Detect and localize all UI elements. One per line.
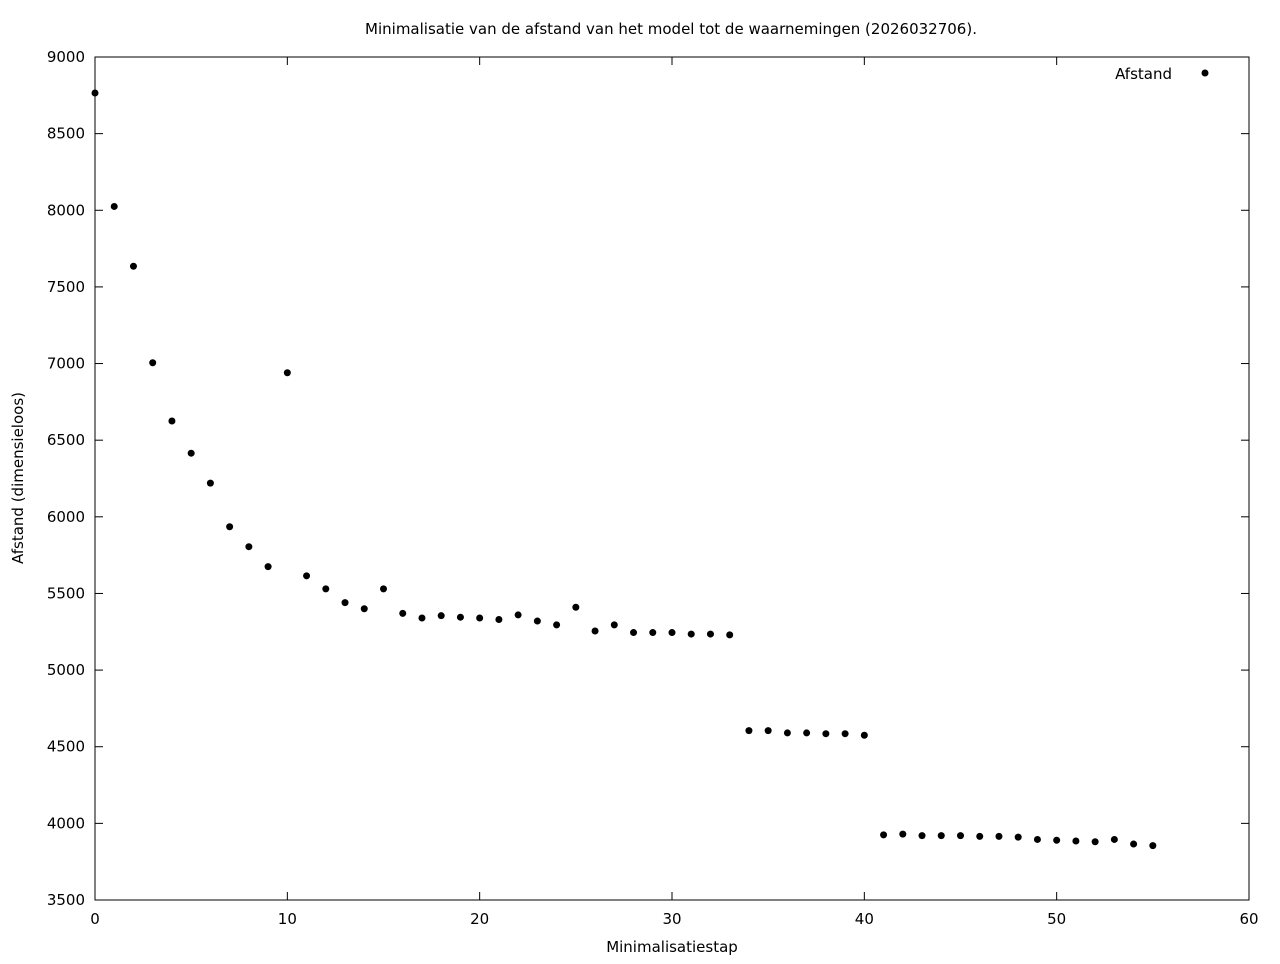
data-point (630, 629, 638, 637)
data-point (437, 612, 445, 620)
data-point (456, 613, 464, 621)
data-point (380, 585, 387, 593)
data-point (1091, 838, 1099, 846)
y-tick-label: 4000 (47, 814, 85, 832)
y-tick-label: 9000 (47, 48, 85, 66)
data-point (803, 729, 811, 737)
plot-area-frame (94, 56, 1250, 901)
data-point (937, 832, 945, 840)
data-point (322, 585, 330, 593)
data-point (822, 730, 830, 738)
x-axis: 0 10 20 30 40 50 60 (90, 57, 1259, 928)
y-tick-label: 3500 (47, 891, 85, 909)
y-tick-label: 5500 (47, 584, 85, 602)
data-point (341, 599, 349, 607)
y-tick-label: 8000 (47, 201, 85, 219)
data-point (1130, 840, 1138, 848)
data-point (149, 359, 157, 367)
data-point (1149, 842, 1157, 850)
data-point (976, 832, 984, 840)
data-point (668, 629, 676, 637)
data-point (899, 830, 907, 838)
legend: Afstand (1115, 65, 1209, 83)
data-point (226, 523, 234, 531)
data-point (533, 617, 541, 625)
legend-label-afstand: Afstand (1115, 65, 1172, 83)
x-tick-label: 0 (90, 910, 100, 928)
data-point (995, 832, 1003, 840)
data-point (1072, 837, 1080, 845)
data-point (1033, 835, 1041, 843)
data-point (783, 729, 791, 737)
data-point (129, 262, 137, 270)
data-point (706, 630, 714, 638)
data-point (476, 614, 484, 622)
data-point (283, 369, 291, 377)
data-point (572, 603, 580, 611)
data-point (591, 627, 599, 635)
x-tick-label: 40 (855, 910, 874, 928)
data-point (110, 202, 118, 210)
data-point (726, 631, 734, 639)
y-tick-label: 7000 (47, 355, 85, 373)
x-tick-label: 60 (1239, 910, 1258, 928)
chart-title: Minimalisatie van de afstand van het mod… (365, 20, 977, 38)
y-tick-label: 5000 (47, 661, 85, 679)
y-tick-label: 4500 (47, 738, 85, 756)
data-point (860, 731, 868, 739)
x-axis-label: Minimalisatiestap (606, 938, 738, 956)
data-point (514, 611, 522, 619)
data-point (206, 479, 214, 487)
data-point (495, 616, 503, 624)
x-tick-label: 10 (278, 910, 297, 928)
y-axis: 3500 4000 4500 5000 5500 6000 6500 7000 7500 8000… (47, 48, 1249, 909)
data-point (918, 832, 926, 840)
data-point (91, 89, 99, 97)
data-point (399, 609, 407, 617)
data-point (764, 727, 772, 735)
x-tick-label: 20 (470, 910, 489, 928)
data-point (610, 621, 618, 629)
y-tick-label: 8500 (47, 125, 85, 143)
data-point (264, 563, 272, 571)
x-tick-label: 30 (662, 910, 681, 928)
data-point (303, 572, 311, 580)
y-tick-label: 7500 (47, 278, 85, 296)
y-axis-label: Afstand (dimensieloos) (9, 392, 27, 564)
y-tick-label: 6000 (47, 508, 85, 526)
data-point (418, 614, 426, 622)
data-point (649, 629, 657, 637)
y-tick-label: 6500 (47, 431, 85, 449)
data-point (957, 832, 964, 840)
data-point (168, 417, 176, 425)
data-point (880, 831, 888, 839)
data-point (1014, 833, 1022, 841)
data-point (245, 543, 253, 551)
x-tick-label: 50 (1047, 910, 1066, 928)
data-point (841, 730, 849, 738)
data-point (360, 605, 368, 613)
data-point (187, 449, 195, 457)
data-point (1053, 836, 1061, 844)
data-point (687, 630, 695, 638)
legend-marker-afstand (1201, 69, 1209, 77)
data-point (553, 621, 561, 629)
data-point (1110, 835, 1118, 843)
data-points (91, 89, 1157, 850)
data-point (745, 727, 753, 735)
